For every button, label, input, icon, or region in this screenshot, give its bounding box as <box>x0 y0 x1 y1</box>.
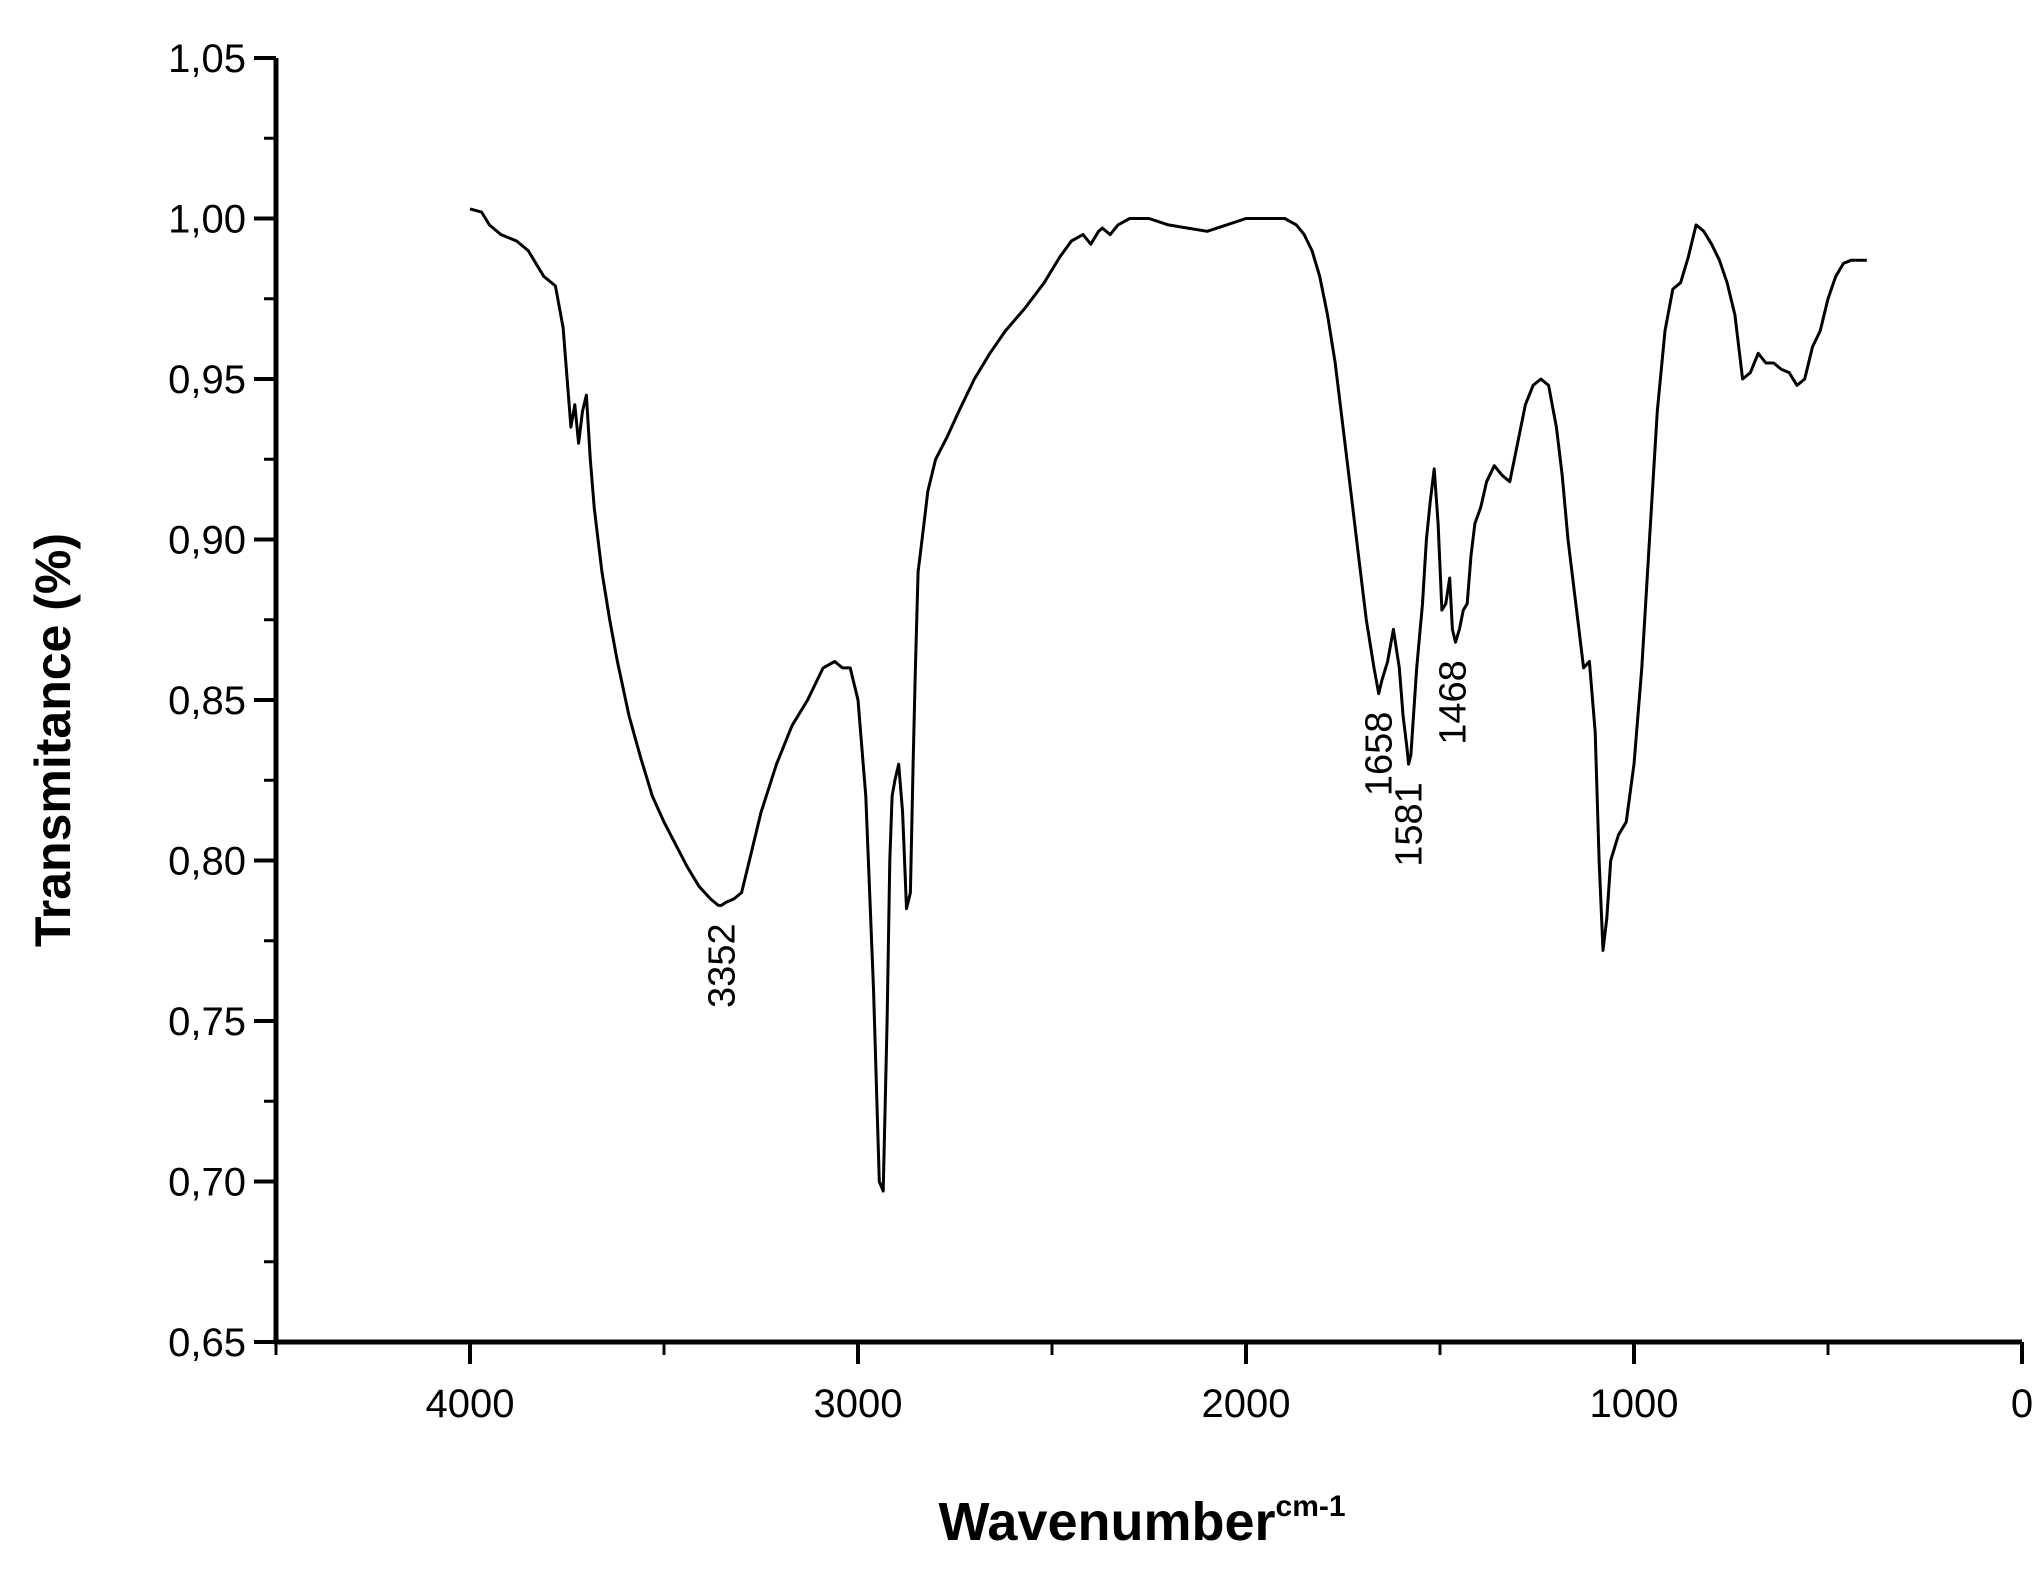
x-tick-label: 2000 <box>1202 1382 1291 1426</box>
peak-label: 3352 <box>701 923 743 1008</box>
x-tick-label: 3000 <box>814 1382 903 1426</box>
y-tick-label: 0,65 <box>168 1321 246 1365</box>
y-tick-label: 0,75 <box>168 1000 246 1044</box>
x-axis-title: Wavenumbercm-1 <box>938 1490 1345 1552</box>
y-tick-label: 0,95 <box>168 358 246 402</box>
peak-label: 1581 <box>1389 782 1431 867</box>
y-tick-label: 0,70 <box>168 1161 246 1205</box>
x-tick-label: 0 <box>2011 1382 2033 1426</box>
x-axis-title-text: Wavenumber <box>938 1492 1275 1552</box>
y-axis-ticks: 1,05 1,00 0,95 0,90 0,85 0,80 0,75 0,70 0,65 <box>168 37 276 1365</box>
y-tick-label: 1,05 <box>168 37 246 81</box>
y-tick-label: 0,80 <box>168 840 246 884</box>
y-axis-title: Transmitance (%) <box>25 533 81 947</box>
y-tick-label: 0,90 <box>168 519 246 563</box>
x-axis-ticks: 4000 3000 2000 1000 0 <box>274 1342 2033 1426</box>
peak-label: 1468 <box>1432 660 1474 745</box>
y-tick-label: 1,00 <box>168 198 246 242</box>
transmittance-series-line <box>469 207 1867 1193</box>
y-tick-label: 0,85 <box>168 679 246 723</box>
x-axis-title-unit: cm-1 <box>1276 1490 1346 1523</box>
peak-label: 1658 <box>1359 712 1401 797</box>
x-tick-label: 4000 <box>426 1382 515 1426</box>
x-tick-label: 1000 <box>1590 1382 1679 1426</box>
